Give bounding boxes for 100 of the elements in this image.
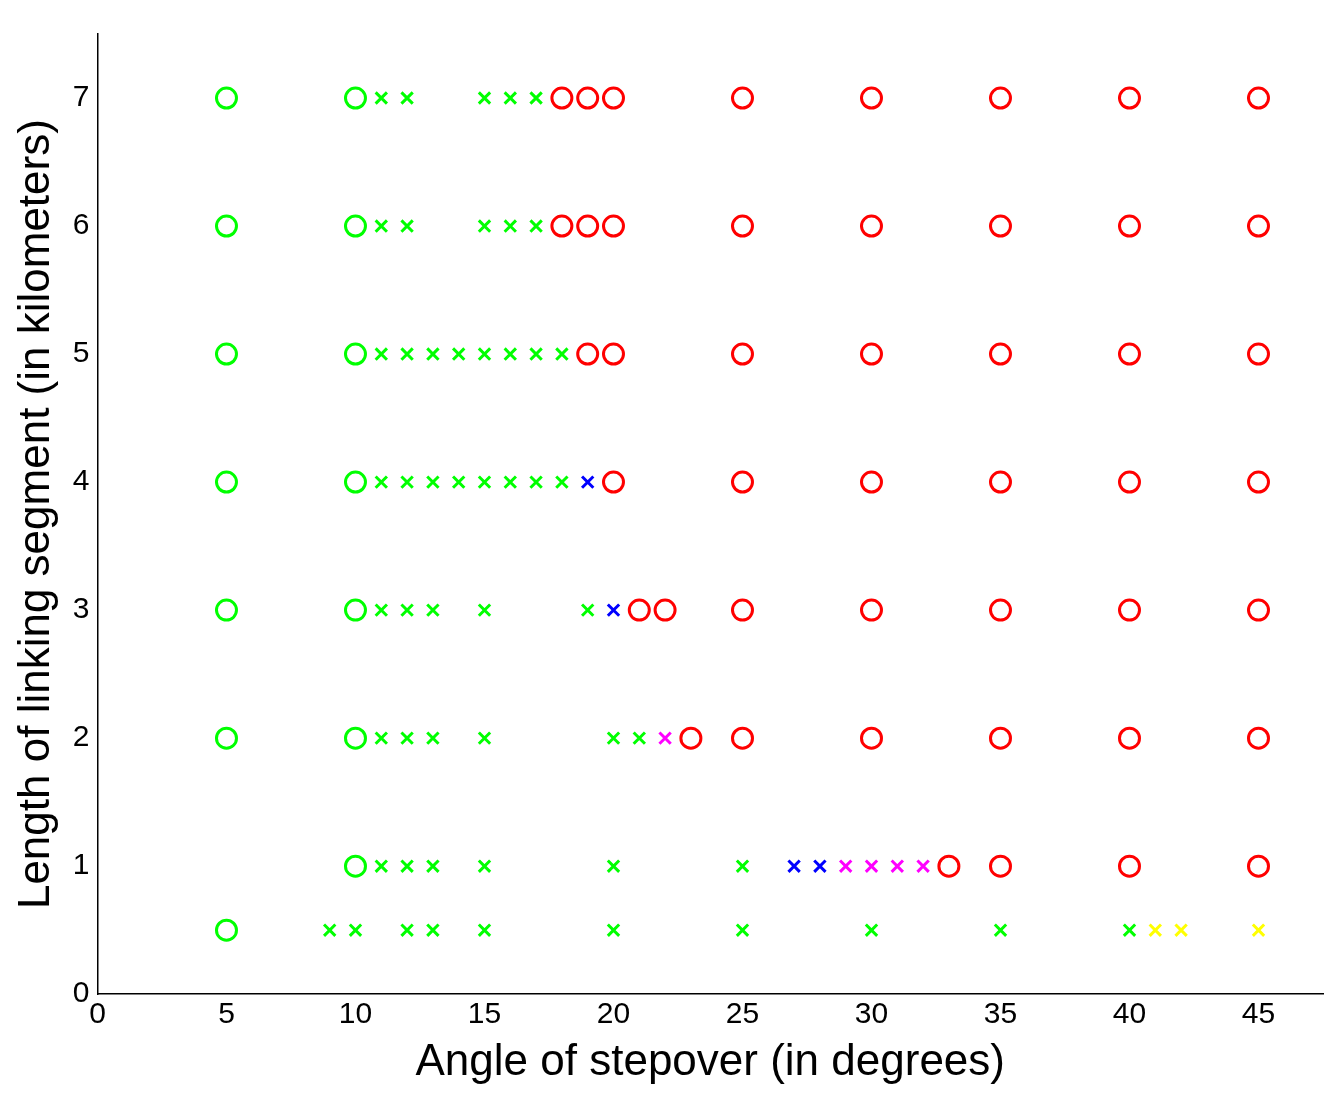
point	[606, 923, 621, 938]
point	[1247, 214, 1270, 238]
point	[1118, 470, 1141, 494]
point	[528, 346, 544, 362]
point	[890, 859, 905, 874]
point	[374, 90, 389, 106]
point	[399, 602, 415, 618]
point	[214, 726, 238, 750]
point	[528, 218, 544, 234]
point	[730, 470, 754, 494]
point	[425, 859, 441, 874]
x-axis-title: Angle of stepover (in degrees)	[415, 1034, 1005, 1084]
x-tick-label: 35	[983, 996, 1018, 1030]
point	[632, 730, 647, 746]
point	[343, 598, 367, 622]
x-tick-label: 40	[1112, 996, 1147, 1030]
point	[576, 86, 600, 110]
point	[451, 346, 466, 362]
point	[554, 346, 570, 362]
point	[503, 346, 518, 362]
y-tick-label: 5	[72, 335, 90, 369]
point	[1118, 854, 1141, 878]
point	[374, 602, 389, 618]
point	[859, 470, 883, 494]
point	[576, 342, 600, 366]
point	[343, 342, 367, 366]
point	[503, 90, 518, 106]
point	[214, 86, 238, 110]
point	[989, 214, 1012, 238]
point	[989, 86, 1012, 110]
point	[864, 859, 879, 874]
point	[451, 474, 466, 490]
point	[477, 218, 492, 234]
point	[425, 474, 441, 490]
point	[343, 214, 367, 238]
point	[679, 726, 703, 750]
point	[601, 342, 625, 366]
x-tick-label: 5	[218, 996, 235, 1030]
point	[214, 598, 238, 622]
point	[838, 859, 853, 874]
point	[1247, 342, 1270, 366]
point	[477, 602, 492, 618]
point	[730, 598, 754, 622]
point	[399, 859, 415, 874]
point	[735, 859, 750, 874]
point	[993, 923, 1008, 938]
point	[550, 86, 574, 110]
point	[425, 602, 441, 618]
point	[343, 470, 367, 494]
x-tick-label: 45	[1241, 996, 1276, 1030]
point	[989, 342, 1012, 366]
point	[399, 218, 415, 234]
point	[989, 726, 1012, 750]
point	[657, 730, 673, 746]
point	[864, 923, 879, 938]
point	[503, 474, 518, 490]
point	[343, 86, 367, 110]
point	[1118, 86, 1141, 110]
point	[859, 342, 883, 366]
y-tick-label: 0	[72, 975, 90, 1009]
point	[425, 730, 441, 746]
point	[937, 854, 961, 878]
point	[730, 726, 754, 750]
point	[343, 854, 367, 878]
point	[576, 214, 600, 238]
point	[1173, 923, 1189, 938]
point	[1247, 470, 1270, 494]
point	[425, 923, 441, 938]
point	[730, 214, 754, 238]
point	[915, 859, 931, 874]
point	[1247, 598, 1270, 622]
point	[477, 923, 492, 938]
point	[601, 214, 625, 238]
x-tick-label: 30	[854, 996, 889, 1030]
y-tick-label: 4	[72, 463, 90, 497]
point	[343, 726, 367, 750]
point	[859, 726, 883, 750]
point	[503, 218, 518, 234]
point	[601, 470, 625, 494]
point	[374, 859, 389, 874]
point	[989, 598, 1012, 622]
x-tick-label: 10	[338, 996, 373, 1030]
y-tick-label: 3	[72, 591, 90, 625]
x-tick-label: 15	[467, 996, 502, 1030]
point	[477, 859, 492, 874]
point	[477, 90, 492, 106]
point	[528, 474, 544, 490]
point	[322, 923, 337, 938]
y-axis-title: Length of linking segment (in kilometers)	[8, 119, 58, 910]
point	[399, 474, 415, 490]
point	[601, 86, 625, 110]
point	[1247, 726, 1270, 750]
point	[1247, 854, 1270, 878]
point	[399, 730, 415, 746]
point	[477, 730, 492, 746]
x-tick-label: 20	[596, 996, 631, 1030]
point	[989, 854, 1012, 878]
point	[606, 602, 621, 618]
point	[374, 730, 389, 746]
point	[1122, 923, 1137, 938]
